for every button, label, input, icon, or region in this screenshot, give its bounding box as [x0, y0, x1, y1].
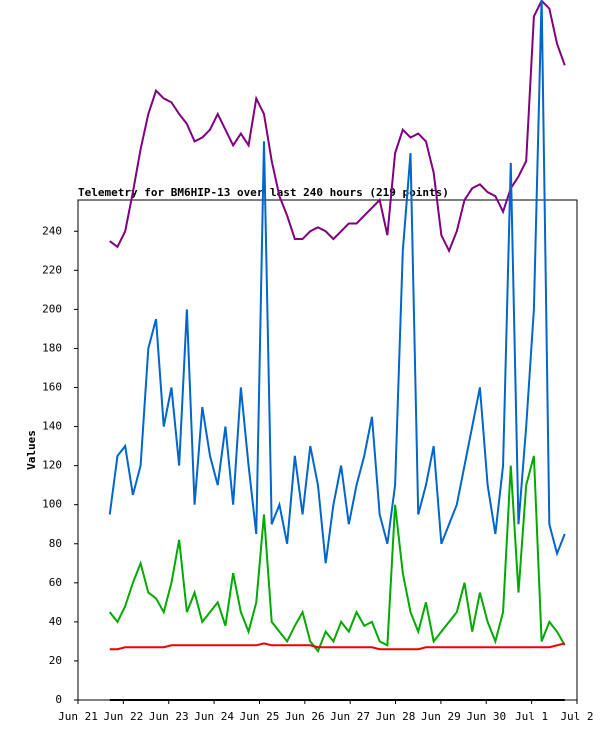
- x-tick-label: Jun 30: [466, 710, 506, 723]
- y-axis-label: Values: [25, 430, 38, 470]
- x-tick-label: Jun 26: [285, 710, 325, 723]
- y-tick-label: 0: [55, 693, 62, 706]
- y-tick-label: 40: [49, 615, 62, 628]
- x-tick-label: Jun 24: [194, 710, 234, 723]
- x-tick-label: Jun 25: [240, 710, 280, 723]
- y-tick-label: 120: [42, 459, 62, 472]
- y-tick-label: 200: [42, 302, 62, 315]
- x-tick-label: Jun 28: [376, 710, 416, 723]
- series-line: [108, 0, 566, 564]
- y-tick-label: 240: [42, 224, 62, 237]
- x-tick-label: Jun 22: [103, 710, 143, 723]
- plot-frame: [77, 199, 578, 701]
- y-tick-label: 180: [42, 341, 62, 354]
- y-tick-label: 60: [49, 576, 62, 589]
- x-tick-label: Jun 21: [58, 710, 98, 723]
- series-line: [109, 0, 566, 254]
- y-tick-label: 220: [42, 263, 62, 276]
- x-tick-label: Jun 23: [149, 710, 189, 723]
- y-tick-label: 160: [42, 381, 62, 394]
- x-tick-label: Jul 1: [515, 710, 548, 723]
- y-tick-label: 80: [49, 537, 62, 550]
- y-tick-label: 140: [42, 420, 62, 433]
- x-tick-label: Jun 27: [330, 710, 370, 723]
- x-tick-label: Jul 2: [560, 710, 593, 723]
- series-line: [109, 642, 565, 651]
- series-line: [108, 455, 566, 654]
- x-tick-label: Jun 29: [421, 710, 461, 723]
- y-tick-label: 20: [49, 654, 62, 667]
- y-tick-label: 100: [42, 498, 62, 511]
